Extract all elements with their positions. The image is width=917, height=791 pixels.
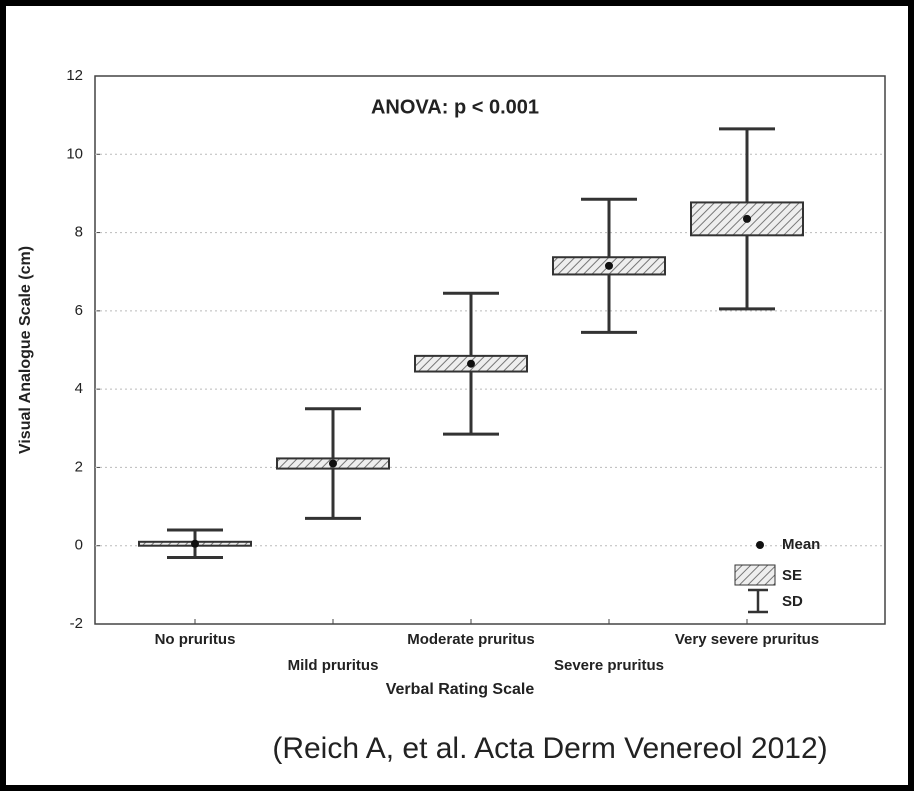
x-tick-label: Mild pruritus bbox=[288, 657, 379, 674]
legend-label: SD bbox=[782, 593, 803, 610]
y-tick-label: 12 bbox=[66, 67, 83, 84]
se-box bbox=[690, 201, 804, 237]
legend-mean-marker bbox=[756, 541, 764, 549]
y-tick-label: 2 bbox=[75, 458, 83, 475]
legend-label: Mean bbox=[782, 536, 820, 553]
mean-dot bbox=[191, 539, 199, 548]
x-tick-label: Severe pruritus bbox=[554, 657, 664, 674]
caption: (Reich A, et al. Acta Derm Venereol 2012… bbox=[272, 732, 827, 765]
x-axis-label: Verbal Rating Scale bbox=[386, 681, 535, 698]
y-tick-label: 6 bbox=[75, 302, 83, 319]
y-tick-label: 0 bbox=[75, 537, 83, 554]
x-tick-label: Moderate pruritus bbox=[407, 631, 535, 648]
annotation: ANOVA: p < 0.001 bbox=[371, 96, 539, 118]
mean-dot bbox=[467, 359, 475, 368]
legend-label: SE bbox=[782, 567, 802, 584]
plot-area bbox=[94, 75, 886, 625]
mean-dot bbox=[329, 459, 337, 468]
y-tick-label: 10 bbox=[66, 145, 83, 162]
y-axis-label: Visual Analogue Scale (cm) bbox=[17, 246, 34, 454]
mean-dot bbox=[743, 214, 751, 223]
x-tick-label: No pruritus bbox=[155, 631, 236, 648]
mean-dot bbox=[605, 261, 613, 270]
legend-se-marker bbox=[734, 564, 776, 586]
y-tick-label: 8 bbox=[75, 224, 83, 241]
y-tick-label: -2 bbox=[70, 615, 83, 632]
x-tick-label: Very severe pruritus bbox=[675, 631, 819, 648]
y-tick-label: 4 bbox=[75, 380, 83, 397]
legend-sd-marker bbox=[748, 588, 768, 614]
